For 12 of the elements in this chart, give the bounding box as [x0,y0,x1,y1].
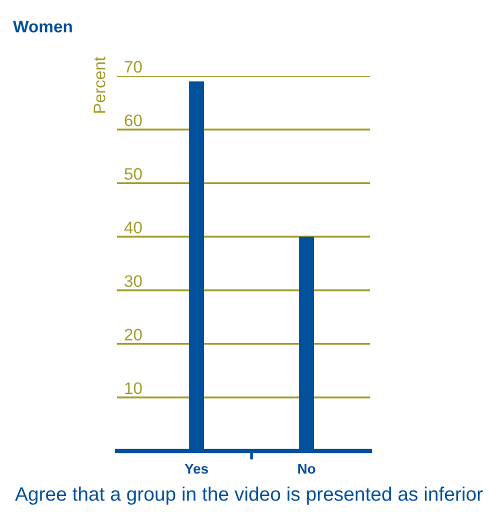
y-tick-label: 40 [124,222,142,234]
y-tick-label: 50 [124,168,142,180]
y-axis-title: Percent [94,56,106,113]
y-tick-label: 70 [124,60,142,73]
x-axis-title: Agree that a group in the video is presented as inferior [15,486,483,505]
chart-title: Women [13,20,72,32]
y-tick-label: 20 [124,328,142,341]
x-tick-label: Yes [184,464,208,474]
y-tick-label: 30 [124,275,142,287]
x-tick-label: No [298,464,316,474]
y-tick-label: 60 [124,114,142,126]
y-tick-label: 10 [125,382,142,394]
